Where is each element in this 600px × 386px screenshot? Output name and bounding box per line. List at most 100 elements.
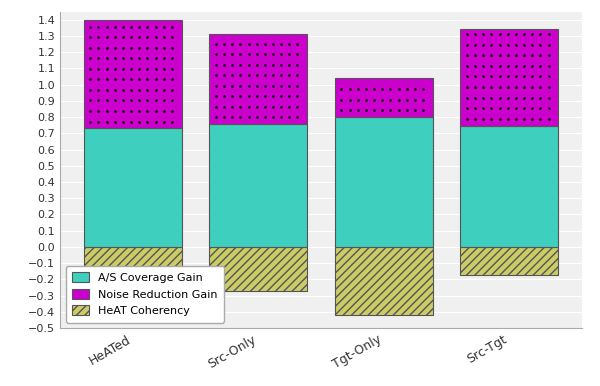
Point (227, 114, 237, 120)
Point (159, 55, 169, 61)
Point (293, 72, 302, 78)
Point (519, 63, 529, 69)
Bar (209, 247, 307, 291)
Point (219, 41, 229, 47)
Point (462, 31, 472, 37)
Point (134, 108, 144, 114)
Point (487, 52, 496, 58)
Point (110, 97, 119, 103)
Point (503, 42, 512, 48)
Point (277, 83, 286, 89)
Point (151, 76, 160, 83)
Point (134, 34, 144, 40)
Point (487, 42, 496, 48)
Point (293, 104, 302, 110)
Point (94, 45, 103, 51)
Point (519, 42, 529, 48)
Point (462, 115, 472, 122)
Point (277, 114, 286, 120)
Point (134, 97, 144, 103)
Point (478, 105, 488, 111)
Point (219, 104, 229, 110)
Point (544, 31, 553, 37)
Point (402, 107, 412, 113)
Point (386, 96, 395, 103)
Point (361, 107, 371, 113)
Point (260, 72, 269, 78)
Point (134, 55, 144, 61)
Point (268, 93, 278, 100)
Point (495, 95, 505, 101)
Point (244, 72, 253, 78)
Point (94, 66, 103, 72)
Point (478, 95, 488, 101)
Point (102, 34, 112, 40)
Point (519, 115, 529, 122)
Point (284, 114, 294, 120)
Point (151, 87, 160, 93)
Point (511, 31, 521, 37)
Point (143, 76, 152, 83)
Point (511, 52, 521, 58)
Point (94, 87, 103, 93)
Point (143, 24, 152, 30)
Point (159, 24, 169, 30)
Point (159, 87, 169, 93)
Point (167, 45, 177, 51)
Point (519, 52, 529, 58)
Point (519, 105, 529, 111)
Point (527, 115, 537, 122)
Point (143, 45, 152, 51)
Point (110, 55, 119, 61)
Point (386, 107, 395, 113)
Point (536, 115, 545, 122)
Point (159, 108, 169, 114)
Point (219, 62, 229, 68)
Point (527, 73, 537, 80)
Point (462, 95, 472, 101)
Point (94, 119, 103, 125)
Point (277, 62, 286, 68)
Point (134, 66, 144, 72)
Point (102, 24, 112, 30)
Point (495, 84, 505, 90)
Point (544, 63, 553, 69)
Point (511, 84, 521, 90)
Point (244, 51, 253, 57)
Point (151, 55, 160, 61)
Point (211, 83, 221, 89)
Point (478, 63, 488, 69)
Point (519, 84, 529, 90)
Point (167, 34, 177, 40)
Point (127, 66, 136, 72)
Point (544, 95, 553, 101)
Point (495, 115, 505, 122)
Point (252, 41, 262, 47)
Point (236, 62, 245, 68)
Point (110, 76, 119, 83)
Point (503, 73, 512, 80)
Point (536, 73, 545, 80)
Point (277, 72, 286, 78)
Point (134, 76, 144, 83)
Point (544, 42, 553, 48)
Point (503, 95, 512, 101)
Point (462, 105, 472, 111)
Bar (209, 34, 307, 124)
Point (127, 24, 136, 30)
Point (536, 31, 545, 37)
Point (86, 108, 95, 114)
Point (86, 34, 95, 40)
Point (544, 105, 553, 111)
Point (244, 83, 253, 89)
Point (462, 52, 472, 58)
Point (470, 84, 480, 90)
Point (94, 55, 103, 61)
Point (369, 107, 379, 113)
Point (118, 55, 128, 61)
Point (361, 86, 371, 92)
Point (284, 51, 294, 57)
Point (244, 62, 253, 68)
Point (219, 93, 229, 100)
Point (418, 107, 428, 113)
